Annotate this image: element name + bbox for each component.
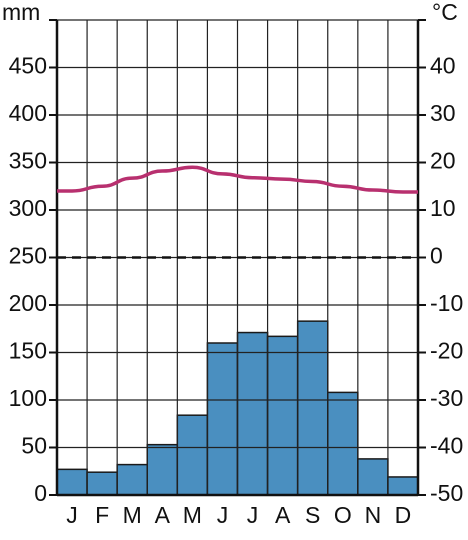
y2-tick-label: 30: [430, 100, 456, 126]
bar: [206, 342, 239, 496]
x-tick-label: J: [217, 502, 229, 528]
y2-tick-label: -10: [430, 290, 463, 316]
bar: [357, 458, 389, 496]
x-tick-label: J: [247, 502, 259, 528]
bar: [387, 476, 419, 496]
y2-tick-label: 0: [430, 243, 443, 269]
y-tick-label: 100: [9, 385, 47, 411]
y2-tick-label: -40: [430, 433, 463, 459]
y2-tick-label: -30: [430, 385, 463, 411]
x-tick-label: A: [275, 502, 291, 528]
y2-tick-label: 20: [430, 148, 456, 174]
y2-axis-label: °C: [432, 0, 458, 25]
bar: [296, 320, 329, 496]
y-tick-label: 450: [9, 53, 47, 79]
x-tick-label: M: [123, 502, 142, 528]
y2-tick-label: -20: [430, 338, 463, 364]
bar: [176, 414, 209, 496]
y2-tick-label: 40: [430, 53, 456, 79]
y2-tick-label: -50: [430, 480, 463, 506]
x-tick-label: J: [66, 502, 78, 528]
x-tick-label: D: [395, 502, 412, 528]
x-tick-label: F: [95, 502, 109, 528]
x-tick-label: M: [183, 502, 202, 528]
temperature-line: [57, 165, 418, 194]
bar: [327, 391, 359, 496]
y-axis-label: mm: [2, 0, 40, 25]
bar: [116, 463, 148, 496]
y-tick-label: 150: [9, 338, 47, 364]
y-tick-label: 50: [21, 433, 47, 459]
y-tick-label: 250: [9, 243, 47, 269]
x-tick-label: A: [155, 502, 171, 528]
x-tick-label: O: [334, 502, 352, 528]
bar: [86, 471, 118, 496]
x-tick-label: S: [305, 502, 320, 528]
y-tick-label: 300: [9, 195, 47, 221]
y-tick-label: 350: [9, 148, 47, 174]
bar: [56, 468, 88, 496]
x-tick-label: N: [365, 502, 382, 528]
y-tick-label: 200: [9, 290, 47, 316]
y-tick-label: 400: [9, 100, 47, 126]
y-tick-label: 0: [34, 480, 47, 506]
bar: [146, 443, 179, 496]
y2-tick-label: 10: [430, 195, 456, 221]
bar: [236, 331, 269, 496]
bar: [266, 335, 299, 496]
